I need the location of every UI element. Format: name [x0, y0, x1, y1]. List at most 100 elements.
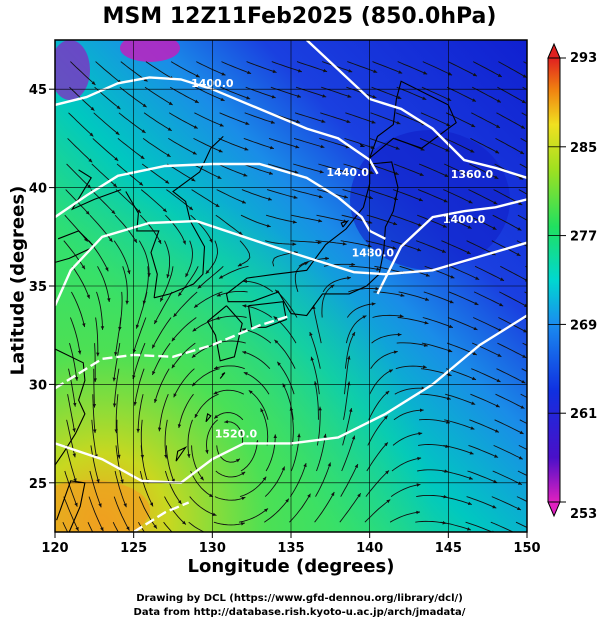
streamline: [340, 240, 372, 248]
streamline-arrow: [90, 106, 95, 111]
streamline: [492, 214, 522, 231]
streamline-arrow: [474, 301, 479, 305]
streamline: [370, 351, 398, 369]
streamline-arrow: [325, 256, 330, 261]
streamline-arrow: [93, 429, 97, 434]
streamline-arrow: [89, 132, 94, 137]
streamline-arrow: [351, 332, 355, 337]
streamline: [369, 137, 400, 150]
streamline-arrow: [112, 403, 117, 408]
streamline-arrow: [318, 194, 323, 199]
streamline-arrow: [494, 454, 499, 458]
streamline-arrow: [178, 292, 182, 297]
streamline-arrow: [443, 199, 448, 203]
streamline: [68, 112, 94, 137]
streamline-arrow: [221, 72, 226, 76]
streamline-arrow: [543, 202, 547, 205]
streamline: [139, 214, 162, 245]
streamline: [391, 214, 423, 227]
streamline-arrow: [351, 435, 356, 440]
streamline: [318, 163, 349, 174]
streamline: [396, 342, 428, 347]
streamline-arrow: [424, 320, 429, 325]
streamline-arrow: [246, 96, 251, 100]
streamline: [191, 189, 220, 208]
streamline-arrow: [168, 101, 173, 105]
streamline-arrow: [274, 339, 279, 344]
contour-line: [55, 314, 527, 485]
streamline-arrow: [518, 456, 523, 460]
streamline-arrow: [494, 175, 499, 179]
streamline: [467, 470, 498, 484]
streamline: [372, 61, 403, 74]
streamline-arrow: [112, 377, 116, 382]
streamline-arrow: [215, 316, 220, 320]
streamline: [290, 462, 307, 497]
streamline: [169, 86, 199, 104]
streamline: [206, 419, 218, 454]
streamline: [144, 86, 173, 106]
streamline: [364, 499, 391, 523]
streamline: [239, 476, 267, 498]
streamline: [344, 331, 356, 369]
streamline: [295, 86, 327, 98]
streamline-arrow: [241, 496, 246, 501]
streamline-arrow: [499, 302, 504, 307]
streamline: [221, 61, 252, 75]
streamline: [91, 163, 118, 188]
streamline-arrow: [197, 284, 202, 289]
streamline-arrow: [218, 149, 223, 153]
streamline-arrow: [471, 401, 476, 405]
streamline: [309, 331, 321, 369]
streamline-arrow: [541, 253, 545, 256]
streamline-arrow: [423, 71, 428, 75]
streamline-arrow: [125, 300, 129, 305]
streamline: [205, 240, 218, 275]
streamline: [348, 288, 380, 293]
streamline: [142, 138, 171, 158]
streamline-arrow: [475, 276, 480, 280]
streamline-arrow: [420, 147, 425, 151]
streamline-arrow: [519, 430, 524, 434]
streamline-arrow: [369, 170, 374, 175]
coastline: [219, 372, 226, 379]
streamline: [389, 511, 421, 523]
streamline: [64, 214, 88, 242]
streamline-arrow: [468, 200, 473, 204]
streamline-arrow: [268, 171, 273, 175]
streamline-arrow: [248, 390, 253, 394]
streamline-arrow: [173, 313, 178, 317]
x-tick-label: 145: [435, 541, 462, 556]
streamline-arrow: [142, 103, 147, 108]
streamline-arrow: [422, 96, 427, 100]
contour-label: 1400.0: [443, 213, 486, 226]
streamline-arrow: [441, 249, 446, 253]
streamline: [171, 317, 197, 342]
streamline: [241, 189, 273, 201]
streamline: [137, 394, 144, 433]
streamline-arrow: [517, 506, 522, 510]
streamline: [366, 214, 398, 226]
streamline: [289, 493, 311, 523]
streamline: [498, 61, 527, 78]
streamline-arrow: [133, 401, 137, 406]
streamline-arrow: [241, 471, 246, 476]
streamline: [469, 163, 499, 180]
streamline: [449, 265, 480, 281]
streamline: [371, 334, 402, 344]
streamline: [369, 369, 394, 395]
contour-label: 1520.0: [215, 428, 258, 441]
streamline-arrow: [296, 119, 301, 124]
streamline: [493, 444, 524, 460]
streamline-arrow: [77, 350, 82, 355]
streamline-arrow: [293, 195, 298, 199]
streamline-arrow: [444, 173, 449, 177]
streamline: [267, 163, 299, 174]
streamline-arrow: [472, 98, 477, 102]
streamline: [197, 265, 224, 289]
streamline: [117, 138, 145, 160]
streamline: [314, 381, 319, 420]
streamline-arrow: [521, 99, 526, 104]
streamline: [474, 265, 505, 282]
lat-lon-grid: [54, 40, 528, 532]
